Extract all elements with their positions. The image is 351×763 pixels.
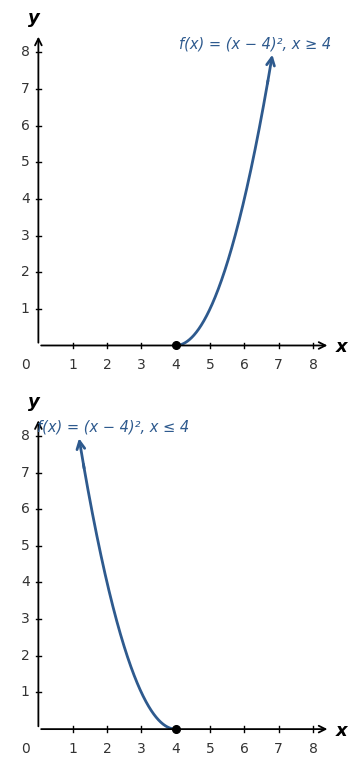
Text: 6: 6 bbox=[240, 742, 249, 756]
Text: 0: 0 bbox=[21, 359, 30, 372]
Text: 6: 6 bbox=[21, 502, 30, 516]
Text: 4: 4 bbox=[171, 742, 180, 756]
Text: 8: 8 bbox=[21, 429, 30, 443]
Text: x: x bbox=[335, 338, 347, 356]
Text: f(x) = (x − 4)², x ≤ 4: f(x) = (x − 4)², x ≤ 4 bbox=[38, 420, 190, 435]
Text: 2: 2 bbox=[21, 266, 30, 279]
Text: 1: 1 bbox=[68, 742, 77, 756]
Text: 1: 1 bbox=[68, 359, 77, 372]
Text: 4: 4 bbox=[21, 192, 30, 206]
Text: 0: 0 bbox=[21, 742, 30, 756]
Text: 4: 4 bbox=[21, 575, 30, 590]
Text: 1: 1 bbox=[21, 302, 30, 316]
Text: 7: 7 bbox=[274, 359, 283, 372]
Text: 3: 3 bbox=[21, 228, 30, 243]
Text: 2: 2 bbox=[21, 649, 30, 663]
Text: 7: 7 bbox=[274, 742, 283, 756]
Text: 8: 8 bbox=[21, 45, 30, 60]
Text: 3: 3 bbox=[21, 612, 30, 626]
Text: y: y bbox=[28, 393, 40, 411]
Text: 4: 4 bbox=[171, 359, 180, 372]
Text: 5: 5 bbox=[21, 539, 30, 553]
Text: 5: 5 bbox=[206, 742, 214, 756]
Text: 5: 5 bbox=[21, 155, 30, 169]
Text: 3: 3 bbox=[137, 359, 146, 372]
Text: f(x) = (x − 4)², x ≥ 4: f(x) = (x − 4)², x ≥ 4 bbox=[179, 36, 331, 51]
Text: y: y bbox=[28, 9, 40, 27]
Text: x: x bbox=[335, 722, 347, 740]
Text: 5: 5 bbox=[206, 359, 214, 372]
Text: 1: 1 bbox=[21, 685, 30, 700]
Text: 6: 6 bbox=[240, 359, 249, 372]
Text: 3: 3 bbox=[137, 742, 146, 756]
Text: 7: 7 bbox=[21, 82, 30, 96]
Text: 2: 2 bbox=[102, 742, 111, 756]
Text: 7: 7 bbox=[21, 465, 30, 479]
Text: 2: 2 bbox=[102, 359, 111, 372]
Text: 8: 8 bbox=[309, 742, 317, 756]
Text: 6: 6 bbox=[21, 118, 30, 133]
Text: 8: 8 bbox=[309, 359, 317, 372]
